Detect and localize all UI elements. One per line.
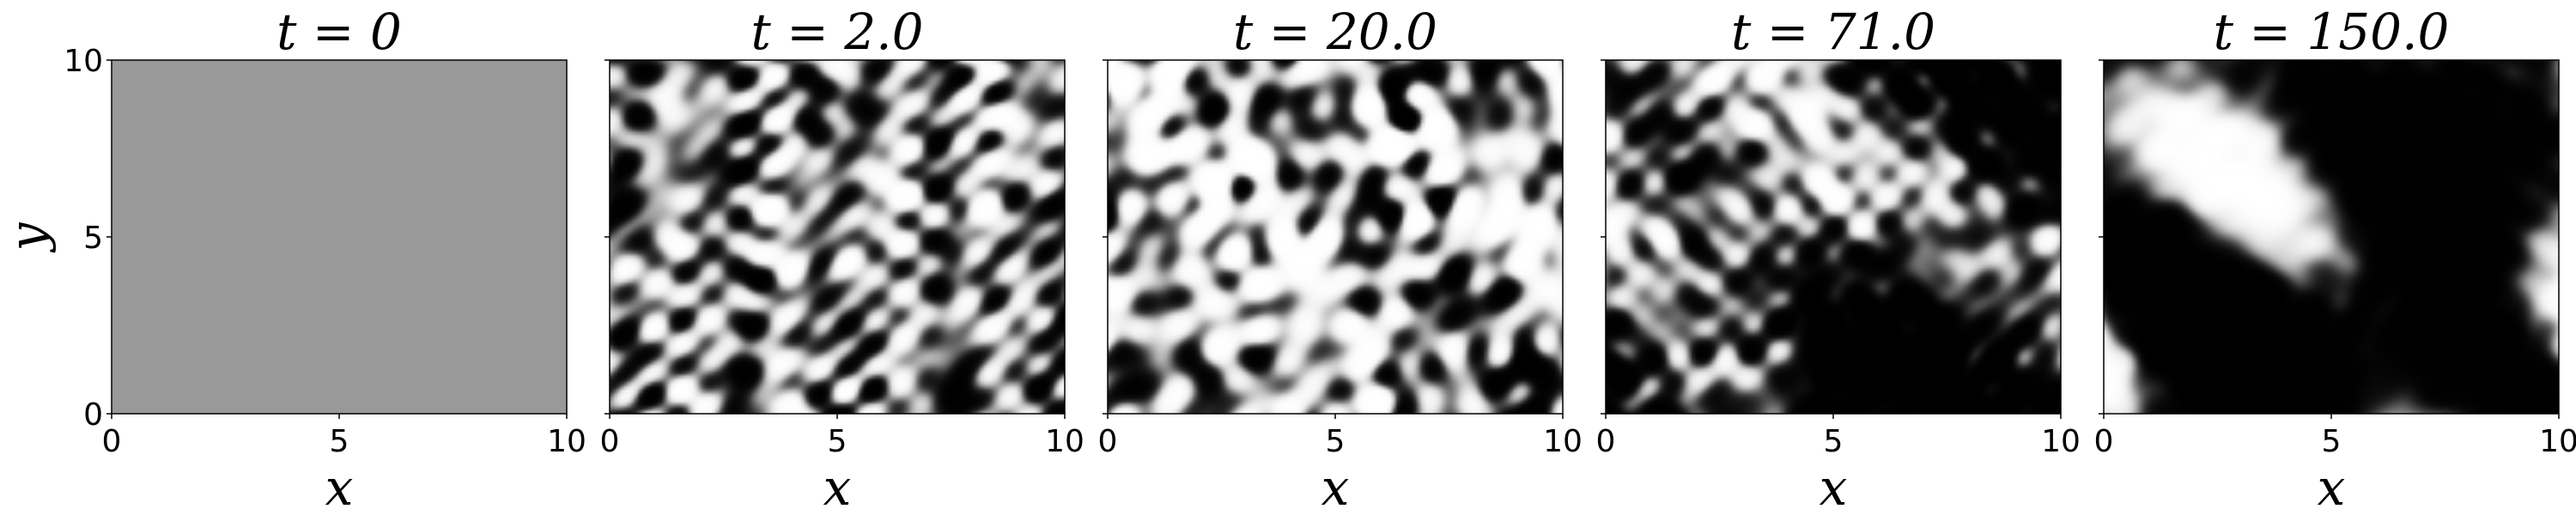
x-axis-label: x — [1321, 458, 1350, 515]
title-equals: = — [2249, 3, 2291, 61]
panel-plot: 0 5 10 x — [1098, 59, 1583, 515]
title-var: t — [750, 3, 771, 61]
x-tick-label: 0 — [600, 424, 620, 459]
x-tick-label: 5 — [2322, 424, 2342, 459]
title-var: t — [276, 3, 297, 61]
x-axis-label: x — [1820, 458, 1848, 515]
panel-plot: 0 5 10 0 5 10 x y — [0, 44, 586, 515]
title-var: t — [2213, 3, 2233, 61]
x-tick-label: 5 — [1326, 424, 1346, 459]
title-equals: = — [787, 3, 829, 61]
title-equals: = — [1268, 3, 1311, 61]
panel-plot: 0 5 10 x — [1596, 59, 2081, 515]
panel-t150: t = 150.0 0 5 10 x — [2061, 0, 2576, 515]
y-axis-label: y — [0, 221, 57, 253]
y-tick-label: 0 — [83, 397, 103, 433]
panel-title: t = 0 — [112, 2, 567, 62]
title-value: 2.0 — [844, 3, 924, 61]
panel-plot: 0 5 10 x — [2094, 59, 2576, 515]
x-axis-label: x — [2318, 458, 2346, 515]
title-equals: = — [1766, 3, 1809, 61]
x-tick-label: 0 — [2094, 424, 2114, 459]
title-value: 20.0 — [1326, 3, 1437, 61]
panel-t20: t = 20.0 0 5 10 x — [1065, 0, 1583, 515]
title-var: t — [1731, 3, 1752, 61]
field-image — [1108, 60, 1563, 414]
x-tick-label: 10 — [547, 424, 586, 459]
panel-title: t = 71.0 — [1606, 2, 2061, 62]
title-value: 0 — [369, 3, 402, 61]
field-image — [2104, 60, 2559, 414]
x-tick-label: 10 — [2539, 424, 2576, 459]
x-tick-label: 5 — [828, 424, 848, 459]
title-equals: = — [312, 3, 355, 61]
panel-t2: t = 2.0 0 5 10 x — [567, 0, 1084, 515]
field-image — [1606, 60, 2061, 414]
title-value: 71.0 — [1824, 3, 1935, 61]
panel-title: t = 2.0 — [610, 2, 1065, 62]
panel-title: t = 20.0 — [1108, 2, 1563, 62]
x-tick-label: 10 — [2041, 424, 2081, 459]
x-axis-label: x — [823, 458, 852, 515]
panel-title: t = 150.0 — [2104, 2, 2559, 62]
panel-t71: t = 71.0 0 5 10 x — [1563, 0, 2081, 515]
y-tick-label: 5 — [83, 221, 103, 256]
field-image — [610, 60, 1065, 414]
field-uniform — [112, 60, 567, 414]
x-tick-label: 0 — [102, 424, 122, 459]
x-tick-label: 0 — [1596, 424, 1616, 459]
title-value: 150.0 — [2306, 3, 2450, 61]
x-tick-label: 10 — [1543, 424, 1583, 459]
x-tick-label: 10 — [1045, 424, 1084, 459]
x-axis-label: x — [325, 458, 354, 515]
panel-plot: 0 5 10 x — [600, 59, 1084, 515]
title-var: t — [1233, 3, 1254, 61]
panel-t0: t = 0 0 5 10 0 5 10 x y — [0, 0, 586, 515]
x-tick-label: 5 — [330, 424, 349, 459]
x-tick-label: 0 — [1098, 424, 1118, 459]
x-tick-label: 5 — [1824, 424, 1844, 459]
y-tick-label: 10 — [64, 44, 103, 79]
